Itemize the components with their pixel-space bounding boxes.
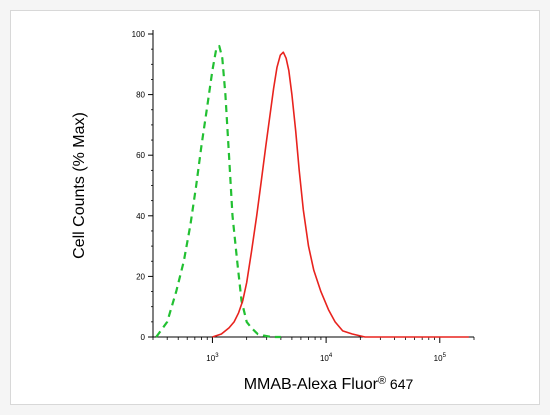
control-histogram-dashed (155, 44, 281, 339)
x-axis-title: MMAB-Alexa Fluor® 647 (244, 375, 414, 393)
x-axis-title-registered-mark: ® (378, 375, 386, 387)
sample-histogram-solid (212, 51, 469, 338)
x-tick-label: 103 (206, 353, 219, 363)
x-axis-title-suffix: 647 (386, 376, 413, 392)
labels-group: 0 20 40 60 80 100 103 104 105 (132, 30, 447, 363)
y-tick-label: 80 (136, 91, 145, 100)
y-tick-label: 0 (141, 333, 146, 342)
y-tick-label: 100 (132, 30, 146, 39)
y-tick-label: 20 (136, 272, 145, 281)
y-tick-label: 40 (136, 212, 145, 221)
x-tick-label: 105 (434, 353, 447, 363)
x-axis-title-main: MMAB-Alexa Fluor (244, 376, 379, 393)
y-tick-label: 60 (136, 151, 145, 160)
y-axis-title: Cell Counts (% Max) (71, 112, 88, 259)
x-tick-label: 104 (320, 353, 333, 363)
series-layer (155, 44, 469, 339)
